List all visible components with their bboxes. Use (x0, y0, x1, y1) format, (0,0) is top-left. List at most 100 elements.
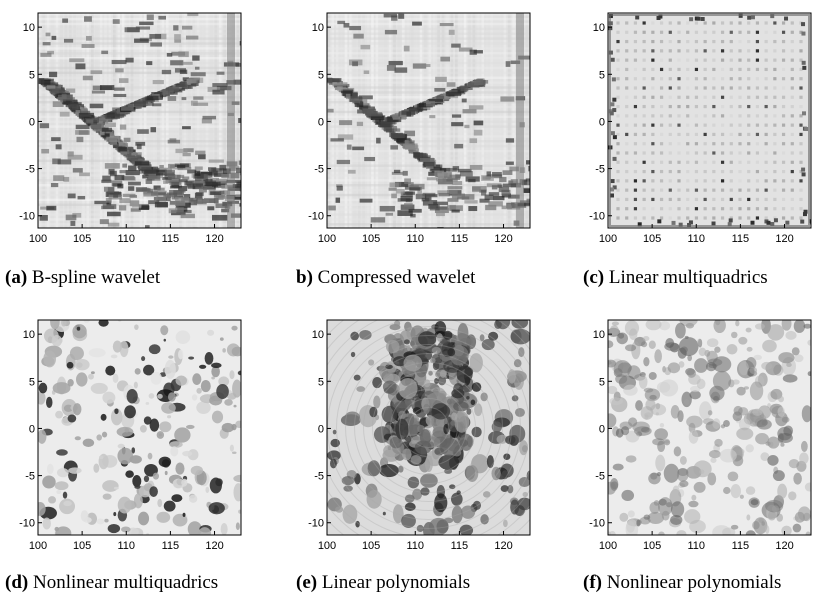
y-tick-label: -10 (19, 518, 35, 530)
x-tick-label: 100 (318, 233, 336, 245)
y-tick-label: 5 (599, 376, 605, 388)
x-tick-label: 120 (205, 540, 223, 552)
caption-b: b) Compressed wavelet (296, 267, 475, 289)
caption-tag: (a) (5, 267, 28, 288)
plot-frame (607, 319, 812, 536)
x-tick-label: 115 (162, 233, 180, 245)
caption-tag: (e) (296, 572, 318, 593)
x-tick-label: 100 (599, 540, 617, 552)
y-tick-label: 0 (29, 116, 35, 128)
caption-text: Linear multiquadrics (604, 267, 768, 288)
plot-background (608, 13, 811, 228)
plot-frame (326, 12, 531, 229)
x-tick-label: 115 (732, 540, 750, 552)
x-tick-label: 120 (494, 540, 512, 552)
x-tick-label: 100 (29, 233, 47, 245)
y-tick-label: -5 (314, 164, 324, 176)
y-tick-label: -5 (25, 164, 35, 176)
panel-c: 10 5 0 -5 -10 100 105 110 115 120 (578, 5, 818, 275)
x-tick-label: 120 (775, 540, 793, 552)
plot-frame (607, 12, 812, 229)
x-tick-label: 100 (599, 233, 617, 245)
x-tick-label: 120 (494, 233, 512, 245)
x-tick-label: 115 (162, 540, 180, 552)
y-tick-label: -5 (25, 471, 35, 483)
y-tick-label: 0 (599, 116, 605, 128)
y-tick-label: -10 (308, 211, 324, 223)
panel-a: 10 5 0 -5 -10 100 105 110 115 120 (8, 5, 248, 275)
panel-b: 10 5 0 -5 -10 100 105 110 115 120 (297, 5, 537, 275)
x-tick-label: 105 (362, 540, 380, 552)
caption-text: B-spline wavelet (27, 267, 161, 288)
x-tick-label: 105 (643, 540, 661, 552)
x-tick-label: 105 (643, 233, 661, 245)
y-tick-label: 10 (593, 22, 605, 34)
x-tick-label: 110 (687, 540, 705, 552)
x-tick-label: 105 (362, 233, 380, 245)
y-tick-label: 5 (599, 69, 605, 81)
image-texture (608, 320, 811, 535)
y-tick-label: -5 (595, 471, 605, 483)
x-tick-label: 120 (775, 233, 793, 245)
caption-c: (c) Linear multiquadrics (583, 267, 768, 289)
y-tick-label: 5 (318, 69, 324, 81)
y-tick-label: 0 (318, 116, 324, 128)
y-tick-label: -10 (19, 211, 35, 223)
x-tick-label: 105 (73, 540, 91, 552)
caption-a: (a) B-spline wavelet (5, 267, 160, 289)
y-tick-label: 10 (23, 329, 35, 341)
y-tick-label: 0 (29, 423, 35, 435)
y-tick-label: -5 (595, 164, 605, 176)
plot-frame (37, 12, 242, 229)
caption-d: (d) Nonlinear multiquadrics (5, 572, 218, 594)
x-tick-label: 100 (29, 540, 47, 552)
y-tick-label: 5 (29, 69, 35, 81)
x-tick-label: 110 (406, 233, 424, 245)
x-tick-label: 110 (406, 540, 424, 552)
caption-text: Linear polynomials (317, 572, 471, 593)
image-texture (327, 320, 530, 535)
y-tick-label: 10 (23, 22, 35, 34)
image-texture (608, 13, 811, 227)
y-tick-label: 0 (318, 423, 324, 435)
y-tick-label: -10 (589, 518, 605, 530)
y-tick-label: 0 (599, 423, 605, 435)
caption-tag: (d) (5, 572, 29, 593)
caption-tag: (f) (583, 572, 602, 593)
plot-frame (37, 319, 242, 536)
caption-text: Nonlinear multiquadrics (28, 572, 219, 593)
caption-tag: (c) (583, 267, 605, 288)
x-tick-label: 110 (117, 540, 135, 552)
x-tick-label: 115 (451, 233, 469, 245)
panel-f: 10 5 0 -5 -10 100 105 110 115 120 (578, 312, 818, 582)
caption-e: (e) Linear polynomials (296, 572, 470, 594)
plot-frame (326, 319, 531, 536)
image-texture (327, 13, 530, 228)
y-tick-label: -5 (314, 471, 324, 483)
y-tick-label: 10 (593, 329, 605, 341)
y-tick-label: -10 (589, 211, 605, 223)
x-tick-label: 115 (732, 233, 750, 245)
y-tick-label: 5 (318, 376, 324, 388)
y-tick-label: 10 (312, 329, 324, 341)
image-texture (38, 320, 241, 535)
x-tick-label: 110 (687, 233, 705, 245)
y-tick-label: -10 (308, 518, 324, 530)
y-tick-label: 5 (29, 376, 35, 388)
caption-f: (f) Nonlinear polynomials (583, 572, 781, 594)
panel-d: 10 5 0 -5 -10 100 105 110 115 120 (8, 312, 248, 582)
x-tick-label: 105 (73, 233, 91, 245)
x-tick-label: 110 (117, 233, 135, 245)
y-tick-label: 10 (312, 22, 324, 34)
image-texture (38, 13, 241, 228)
caption-text: Compressed wavelet (312, 267, 476, 288)
x-tick-label: 100 (318, 540, 336, 552)
panel-e: 10 5 0 -5 -10 100 105 110 115 120 (297, 312, 537, 582)
caption-text: Nonlinear polynomials (601, 572, 782, 593)
x-tick-label: 115 (451, 540, 469, 552)
